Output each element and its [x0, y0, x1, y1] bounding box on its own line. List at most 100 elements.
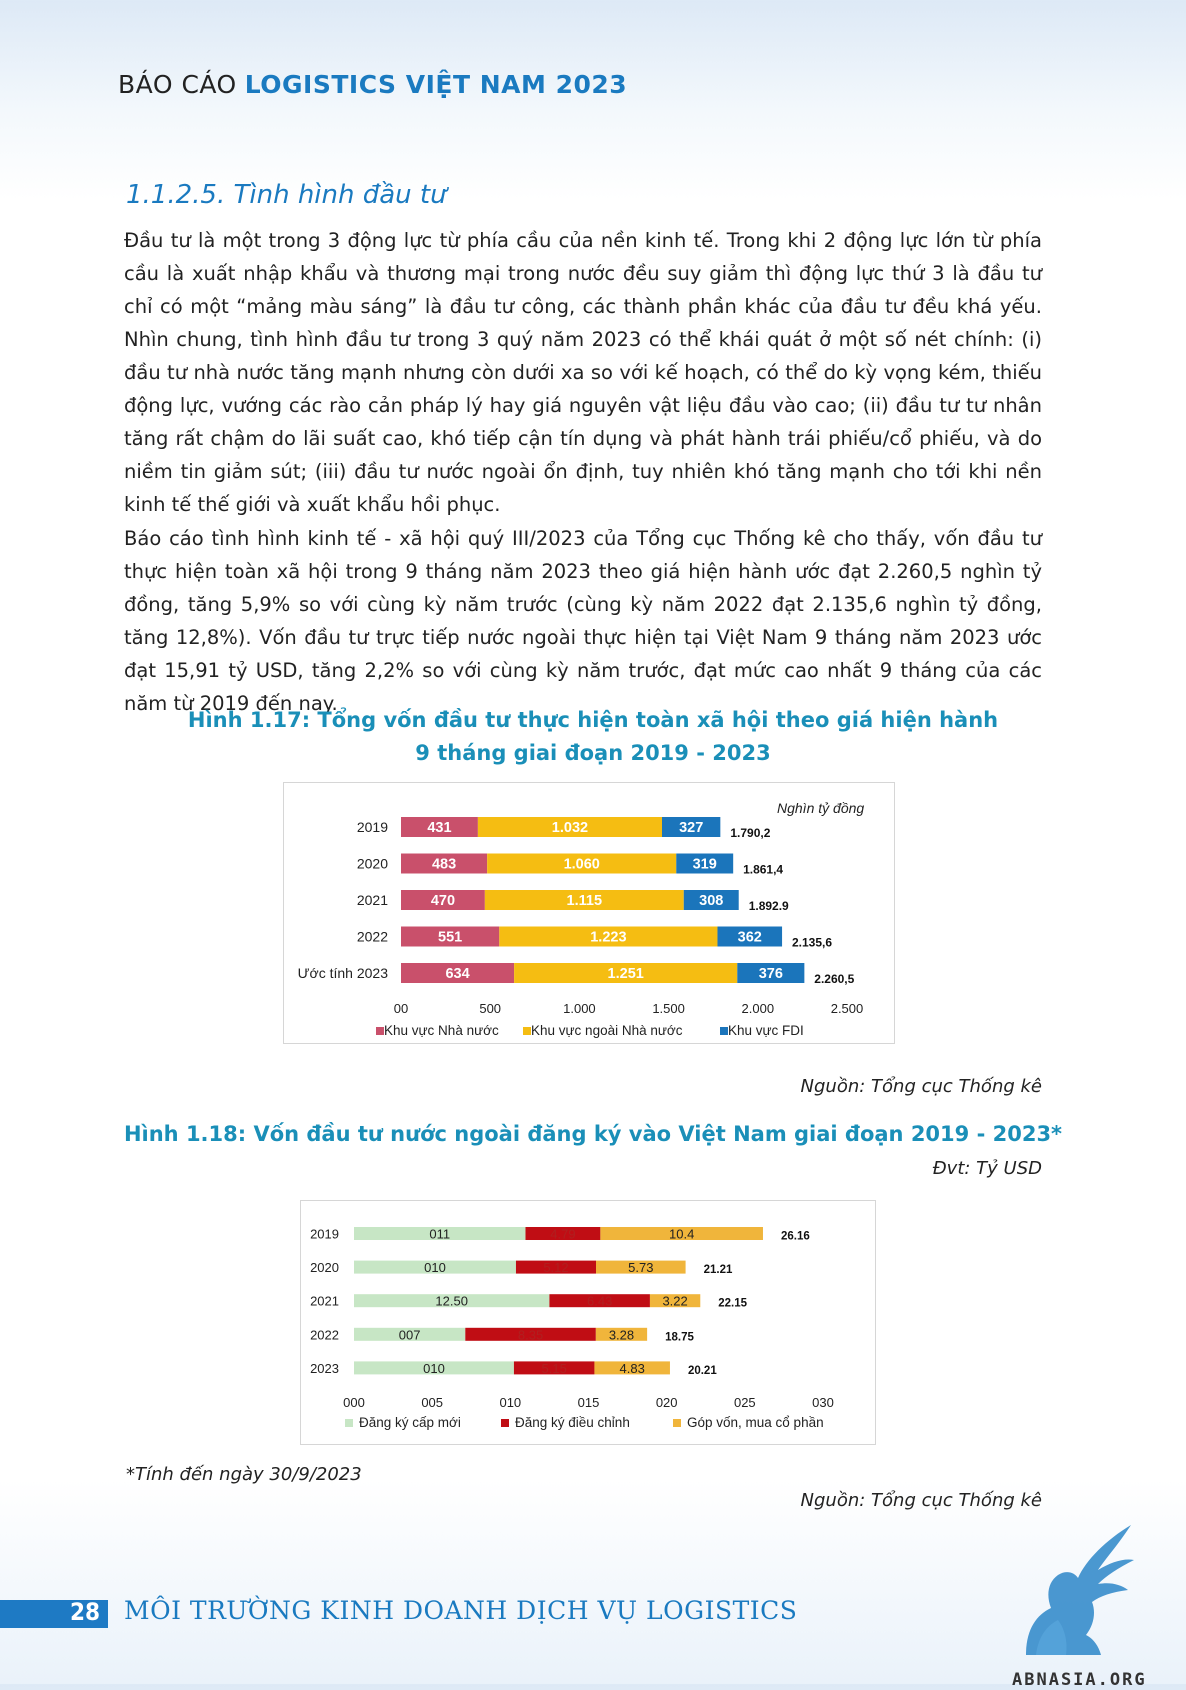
- chart1-data-label: 470: [431, 893, 455, 909]
- chart2-data-label: 8.35: [518, 1327, 543, 1342]
- chart1-data-label: 431: [427, 820, 451, 836]
- chart1-bar-3: [717, 926, 783, 947]
- chart1-bar-2: [514, 963, 738, 983]
- chart1-data-label: 1.115: [567, 893, 603, 909]
- chart2-bar-2: [465, 1327, 596, 1341]
- chart2-data-label: 5.12: [543, 1260, 568, 1275]
- chart1-tick-label: 00: [394, 1001, 408, 1016]
- chart2-data-label: 5.73: [628, 1260, 653, 1275]
- chart2-tick-label: 030: [812, 1395, 834, 1410]
- paragraph-2: Báo cáo tình hình kinh tế - xã hội quý I…: [124, 527, 1042, 715]
- chart1-legend-swatch: [376, 1027, 384, 1035]
- chart1-bar-3: [683, 890, 739, 910]
- chart2-container: 2019 011 4.79 10.4 26.16 2020 010 5.12 5.73 21.21…: [300, 1200, 876, 1445]
- section-title: 1.1.2.5. Tình hình đầu tư: [126, 180, 447, 210]
- chart2-data-label: 4.79: [550, 1227, 575, 1242]
- chart2-data-label: 010: [424, 1260, 446, 1275]
- chart1-total-label: 2.260,5: [814, 972, 854, 986]
- chart1-bar-2: [487, 853, 677, 874]
- chart2-bar-1: [354, 1260, 516, 1274]
- chart1-bar-1: [401, 853, 488, 874]
- figure2-source: Nguồn: Tổng cục Thống kê: [800, 1490, 1042, 1511]
- header-prefix: BÁO CÁO: [118, 70, 237, 99]
- chart1-bar-1: [401, 963, 515, 983]
- chart2-legend-entry: Đăng ký cấp mới: [359, 1415, 461, 1430]
- chart1-data-label: 376: [759, 966, 783, 982]
- figure2-title: Hình 1.18: Vốn đầu tư nước ngoài đăng ký…: [123, 1122, 1063, 1146]
- chart2-data-label: 10.4: [669, 1227, 694, 1242]
- chart1-category-label: Ước tính 2023: [298, 965, 389, 981]
- chart1-data-label: 327: [679, 820, 703, 836]
- chart1-tick-label: 2.000: [742, 1001, 775, 1016]
- figure2-footnote: *Tính đến ngày 30/9/2023: [126, 1464, 362, 1485]
- chart2-bar-3: [596, 1260, 686, 1274]
- chart2-total-label: 22.15: [718, 1298, 747, 1310]
- logo-text: ABNASIA.ORG: [1012, 1670, 1147, 1690]
- chart2-data-label: 010: [423, 1361, 445, 1376]
- chart1-bar-2: [477, 817, 662, 837]
- chart2-bar-2: [513, 1361, 595, 1375]
- chart1-data-label: 362: [738, 930, 762, 946]
- chart2-category-label: 2022: [310, 1327, 339, 1342]
- chart1-data-label: 1.060: [564, 857, 600, 873]
- chart1: Nghìn tỷ đồng 2019 431 1.032 327 1.790,2 2020 4…: [298, 800, 865, 1038]
- chart1-total-label: 2.135,6: [792, 936, 832, 950]
- chart1-bar-3: [676, 853, 734, 874]
- chart1-data-label: 1.223: [590, 930, 626, 946]
- chart2-bar-3: [595, 1327, 648, 1341]
- chart1-data-label: 634: [445, 966, 469, 982]
- chart2-legend-entry: Đăng ký điều chỉnh: [515, 1415, 630, 1430]
- chart2-category-label: 2019: [310, 1227, 339, 1242]
- chart2-bar-1: [354, 1361, 514, 1375]
- figure1-title-line1: Hình 1.17: Tổng vốn đầu tư thực hiện toà…: [187, 708, 999, 732]
- chart2-total-label: 18.75: [665, 1331, 694, 1343]
- chart1-category-label: 2019: [357, 819, 388, 835]
- chart1-bar-3: [661, 817, 721, 837]
- chart2-tick-label: 015: [578, 1395, 600, 1410]
- chart2-bar-2: [525, 1227, 601, 1240]
- chart1-bar-2: [484, 890, 684, 910]
- figure1-title: Hình 1.17: Tổng vốn đầu tư thực hiện toà…: [0, 704, 1186, 770]
- chart2-total-label: 20.21: [688, 1365, 717, 1377]
- chart2-category-label: 2020: [310, 1260, 339, 1275]
- chart1-bar-1: [401, 817, 478, 837]
- chart1-tick-label: 1.500: [652, 1001, 685, 1016]
- chart2-bar-3: [594, 1361, 670, 1375]
- chart2-bar-3: [649, 1294, 701, 1308]
- footer-bar: [0, 1600, 108, 1628]
- chart2-tick-label: 000: [343, 1395, 365, 1410]
- chart2-data-label: 3.22: [662, 1294, 687, 1309]
- page-number: 28: [70, 1598, 101, 1626]
- chart1-category-label: 2022: [357, 929, 388, 945]
- chart1-bar-1: [401, 926, 500, 947]
- chart1-legend-entry: Khu vực Nhà nước: [384, 1023, 499, 1038]
- griffin-logo-icon: [1026, 1525, 1134, 1655]
- chart2-bar-1: [354, 1294, 550, 1308]
- chart1-legend-swatch: [523, 1027, 531, 1035]
- figure1-source: Nguồn: Tổng cục Thống kê: [800, 1076, 1042, 1097]
- chart2-category-label: 2023: [310, 1361, 339, 1376]
- chart1-total-label: 1.892.9: [749, 899, 789, 913]
- chart2-data-label: 5.15: [542, 1361, 567, 1376]
- chart1-category-label: 2021: [357, 892, 388, 908]
- chart1-legend-entry: Khu vực FDI: [728, 1023, 804, 1038]
- chart2-tick-label: 020: [656, 1395, 678, 1410]
- chart2-tick-label: 005: [421, 1395, 443, 1410]
- chart1-tick-label: 1.000: [563, 1001, 596, 1016]
- chart1-container: Nghìn tỷ đồng 2019 431 1.032 327 1.790,2 2020 4…: [283, 782, 895, 1044]
- chart2: 2019 011 4.79 10.4 26.16 2020 010 5.12 5.73 21.21…: [310, 1227, 834, 1431]
- chart2-legend-swatch: [673, 1419, 681, 1427]
- chart2-data-label: 3.28: [609, 1327, 634, 1342]
- chart1-data-label: 308: [699, 893, 723, 909]
- figure2-unit: Đvt: Tỷ USD: [932, 1158, 1042, 1179]
- chart1-tick-label: 500: [479, 1001, 501, 1016]
- chart2-data-label: 12.50: [435, 1294, 468, 1309]
- chart1-data-label: 1.032: [552, 820, 588, 836]
- page-header: BÁO CÁO LOGISTICS VIỆT NAM 2023: [118, 70, 627, 99]
- chart1-data-label: 483: [432, 857, 456, 873]
- chart1-bar-1: [401, 890, 485, 910]
- chart1-total-label: 1.861,4: [743, 863, 783, 877]
- paragraph-1: Đầu tư là một trong 3 động lực từ phía c…: [124, 229, 1042, 516]
- chart1-legend-swatch: [720, 1027, 728, 1035]
- chart2-data-label: 6.43: [587, 1294, 612, 1309]
